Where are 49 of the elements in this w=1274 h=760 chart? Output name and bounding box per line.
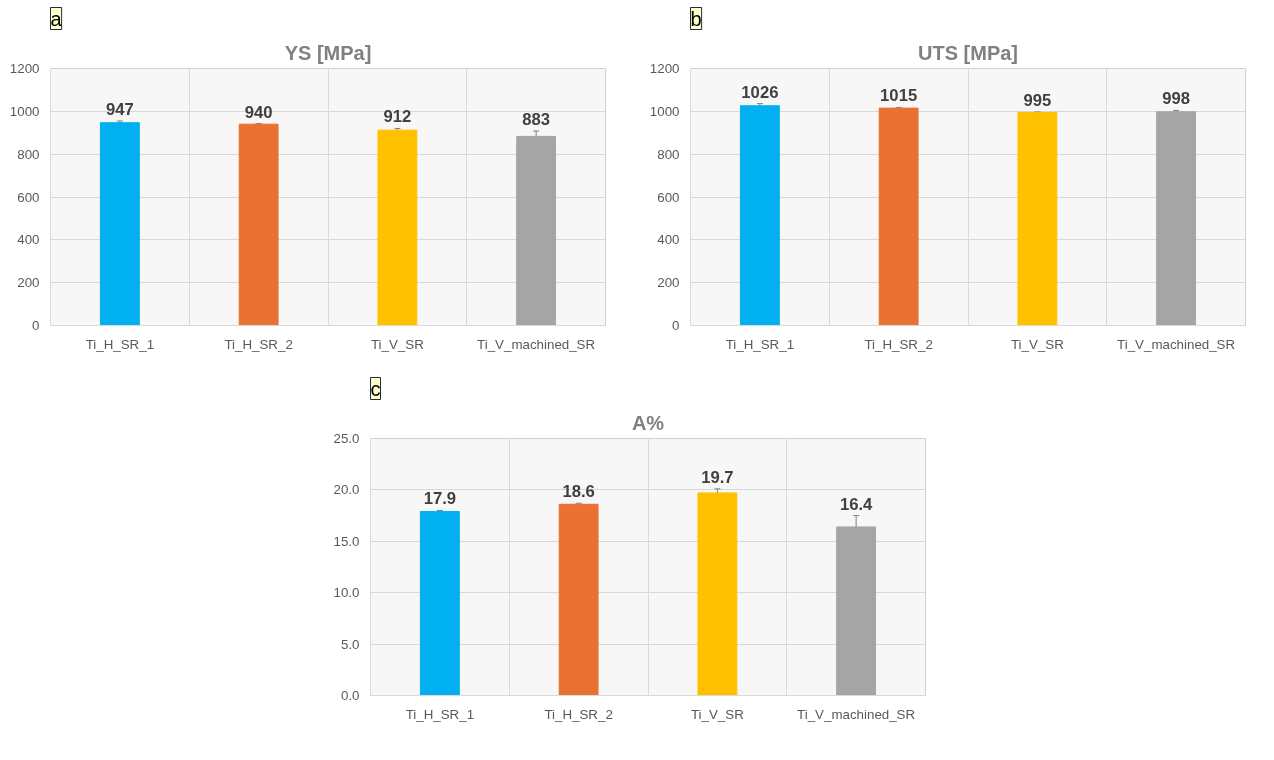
- y-tick-label: 0: [32, 318, 40, 333]
- y-tick-label: 1000: [649, 103, 680, 119]
- x-tick-label: Ti_H_SR_2: [864, 336, 933, 352]
- data-label: 18.6: [562, 482, 595, 502]
- y-tick-label: 15.0: [333, 533, 360, 549]
- y-tick-label: 5.0: [340, 636, 360, 652]
- y-tick-label: 25.0: [333, 431, 360, 446]
- data-label: 16.4: [839, 494, 874, 514]
- y-tick-label: 600: [17, 189, 40, 205]
- y-tick-label: 200: [17, 275, 40, 291]
- y-tick-label: 1000: [9, 103, 40, 119]
- y-tick-label: 0.0: [340, 688, 360, 703]
- data-label: 1026: [741, 82, 779, 102]
- y-tick-label: 400: [17, 232, 40, 248]
- data-label: 19.7: [701, 467, 734, 487]
- data-label: 1015: [880, 86, 918, 106]
- data-label: 940: [244, 102, 273, 122]
- x-tick-label: Ti_H_SR_1: [85, 336, 155, 352]
- chart-title: UTS [MPa]: [918, 41, 1018, 64]
- x-tick-label: Ti_V_SR: [1010, 336, 1064, 352]
- x-tick-label: Ti_H_SR_1: [725, 336, 795, 352]
- x-tick-label: Ti_V_machined_SR: [797, 706, 916, 722]
- data-label: 912: [383, 107, 412, 127]
- y-tick-label: 800: [17, 146, 40, 162]
- x-tick-label: Ti_H_SR_1: [405, 706, 475, 722]
- x-tick-label: Ti_V_machined_SR: [477, 336, 596, 352]
- y-tick-label: 800: [657, 146, 680, 162]
- y-tick-label: 1200: [649, 61, 680, 76]
- data-label: 883: [522, 110, 551, 130]
- text: b: [690, 7, 702, 30]
- x-tick-label: Ti_V_SR: [690, 706, 744, 722]
- data-label: 17.9: [423, 489, 457, 509]
- data-label: 995: [1023, 90, 1052, 110]
- x-tick-label: Ti_H_SR_2: [544, 706, 613, 722]
- x-tick-label: Ti_V_SR: [370, 336, 424, 352]
- y-tick-label: 600: [657, 189, 680, 205]
- y-tick-label: 200: [657, 275, 680, 291]
- chart-title: A%: [631, 411, 665, 434]
- y-tick-label: 0: [672, 318, 680, 333]
- x-tick-label: Ti_H_SR_2: [224, 336, 293, 352]
- y-tick-label: 10.0: [333, 585, 360, 601]
- y-tick-label: 20.0: [333, 482, 360, 498]
- data-label: 947: [105, 99, 134, 119]
- chart-title: YS [MPa]: [284, 41, 372, 64]
- x-tick-label: Ti_V_machined_SR: [1117, 336, 1236, 352]
- y-tick-label: 400: [657, 232, 680, 248]
- text: c: [370, 377, 381, 400]
- y-tick-label: 1200: [9, 61, 40, 76]
- data-label: 998: [1162, 89, 1191, 109]
